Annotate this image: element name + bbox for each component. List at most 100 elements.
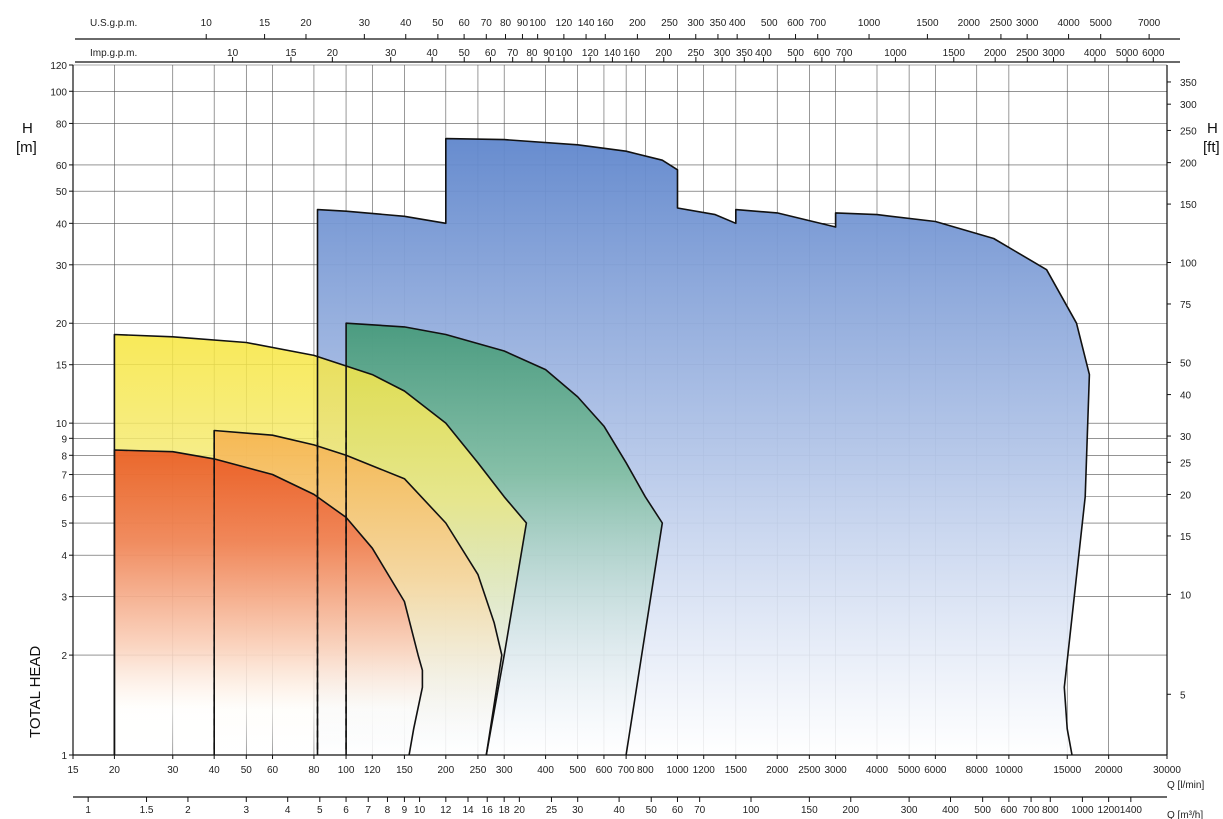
tick-label-m: 9 xyxy=(61,434,67,445)
tick-label-ft: 100 xyxy=(1180,259,1197,270)
curve-outline xyxy=(113,449,424,756)
h-right-unit: [ft] xyxy=(1203,139,1220,156)
tick-label-m3h: 3 xyxy=(244,805,250,816)
tick-label-impgpm: 50 xyxy=(459,48,471,59)
tick-label-lmin: 6000 xyxy=(924,765,947,776)
tick-label-impgpm: 160 xyxy=(623,48,640,59)
tick-label-impgpm: 250 xyxy=(688,48,705,59)
impgpm-label: Imp.g.p.m. xyxy=(90,48,137,59)
tick-label-m3h: 500 xyxy=(974,805,991,816)
tick-label-usgpm: 300 xyxy=(687,18,704,29)
usgpm-label: U.S.g.p.m. xyxy=(90,18,137,29)
tick-label-usgpm: 30 xyxy=(359,18,371,29)
tick-label-m: 100 xyxy=(50,87,67,98)
tick-label-m: 7 xyxy=(61,471,67,482)
tick-label-usgpm: 60 xyxy=(459,18,471,29)
h-right-label: H xyxy=(1207,120,1218,137)
tick-label-usgpm: 1000 xyxy=(858,18,881,29)
tick-label-lmin: 4000 xyxy=(866,765,889,776)
tick-label-lmin: 150 xyxy=(396,765,413,776)
tick-label-lmin: 250 xyxy=(470,765,487,776)
tick-label-m3h: 18 xyxy=(499,805,511,816)
tick-label-m: 50 xyxy=(56,187,68,198)
tick-label-m: 15 xyxy=(56,361,68,372)
tick-label-ft: 10 xyxy=(1180,590,1192,601)
tick-label-impgpm: 40 xyxy=(427,48,439,59)
tick-label-ft: 200 xyxy=(1180,159,1197,170)
tick-label-lmin: 800 xyxy=(637,765,654,776)
tick-label-lmin: 15000 xyxy=(1053,765,1081,776)
tick-label-usgpm: 250 xyxy=(661,18,678,29)
tick-label-usgpm: 4000 xyxy=(1057,18,1080,29)
tick-label-ft: 5 xyxy=(1180,690,1186,701)
tick-label-lmin: 8000 xyxy=(966,765,989,776)
tick-label-m: 10 xyxy=(56,419,68,430)
tick-label-ft: 250 xyxy=(1180,126,1197,137)
tick-label-m3h: 1400 xyxy=(1120,805,1143,816)
tick-label-lmin: 3000 xyxy=(824,765,847,776)
tick-label-ft: 350 xyxy=(1180,78,1197,89)
tick-label-usgpm: 5000 xyxy=(1090,18,1113,29)
tick-label-m3h: 600 xyxy=(1001,805,1018,816)
tick-label-usgpm: 400 xyxy=(729,18,746,29)
tick-label-impgpm: 10 xyxy=(227,48,239,59)
tick-label-m3h: 30 xyxy=(572,805,584,816)
tick-label-impgpm: 100 xyxy=(556,48,573,59)
tick-label-impgpm: 2000 xyxy=(984,48,1007,59)
tick-label-usgpm: 120 xyxy=(556,18,573,29)
tick-label-impgpm: 600 xyxy=(814,48,831,59)
tick-label-lmin: 5000 xyxy=(898,765,921,776)
tick-label-ft: 50 xyxy=(1180,358,1192,369)
h-left-unit: [m] xyxy=(16,139,37,156)
tick-label-impgpm: 120 xyxy=(582,48,599,59)
tick-label-m3h: 1200 xyxy=(1098,805,1121,816)
tick-label-impgpm: 30 xyxy=(385,48,397,59)
curve-outline xyxy=(113,333,528,756)
tick-label-impgpm: 400 xyxy=(755,48,772,59)
curve-outline xyxy=(213,429,503,756)
tick-label-usgpm: 70 xyxy=(481,18,493,29)
tick-label-m3h: 20 xyxy=(514,805,526,816)
tick-label-impgpm: 15 xyxy=(285,48,297,59)
tick-label-m3h: 400 xyxy=(942,805,959,816)
tick-label-lmin: 1500 xyxy=(725,765,748,776)
tick-label-impgpm: 60 xyxy=(485,48,497,59)
tick-label-usgpm: 100 xyxy=(529,18,546,29)
tick-label-m3h: 2 xyxy=(185,805,191,816)
tick-label-m: 60 xyxy=(56,161,68,172)
tick-label-usgpm: 140 xyxy=(578,18,595,29)
tick-label-m3h: 7 xyxy=(365,805,371,816)
tick-label-usgpm: 1500 xyxy=(916,18,939,29)
tick-label-lmin: 100 xyxy=(338,765,355,776)
tick-label-lmin: 15 xyxy=(67,765,79,776)
tick-label-impgpm: 4000 xyxy=(1084,48,1107,59)
tick-label-impgpm: 6000 xyxy=(1142,48,1165,59)
tick-label-m3h: 8 xyxy=(385,805,391,816)
tick-label-impgpm: 3000 xyxy=(1042,48,1065,59)
tick-label-m: 80 xyxy=(56,119,68,130)
curve-outline xyxy=(345,322,664,756)
tick-label-lmin: 50 xyxy=(241,765,253,776)
tick-label-m3h: 40 xyxy=(614,805,626,816)
tick-label-impgpm: 200 xyxy=(655,48,672,59)
tick-label-m3h: 100 xyxy=(743,805,760,816)
tick-label-usgpm: 2000 xyxy=(958,18,981,29)
tick-label-m3h: 12 xyxy=(440,805,452,816)
tick-label-m: 2 xyxy=(61,651,67,662)
tick-label-usgpm: 40 xyxy=(400,18,412,29)
tick-label-usgpm: 600 xyxy=(787,18,804,29)
tick-label-m3h: 70 xyxy=(694,805,706,816)
tick-label-m: 30 xyxy=(56,261,68,272)
tick-label-m: 4 xyxy=(61,551,67,562)
tick-label-m: 1 xyxy=(61,751,67,762)
curve-outline xyxy=(316,137,1091,756)
tick-label-lmin: 300 xyxy=(496,765,513,776)
tick-label-lmin: 20000 xyxy=(1095,765,1123,776)
tick-label-m3h: 14 xyxy=(462,805,474,816)
tick-label-m3h: 5 xyxy=(317,805,323,816)
tick-label-ft: 15 xyxy=(1180,532,1192,543)
tick-label-usgpm: 20 xyxy=(300,18,312,29)
tick-label-m3h: 200 xyxy=(842,805,859,816)
tick-label-impgpm: 500 xyxy=(787,48,804,59)
